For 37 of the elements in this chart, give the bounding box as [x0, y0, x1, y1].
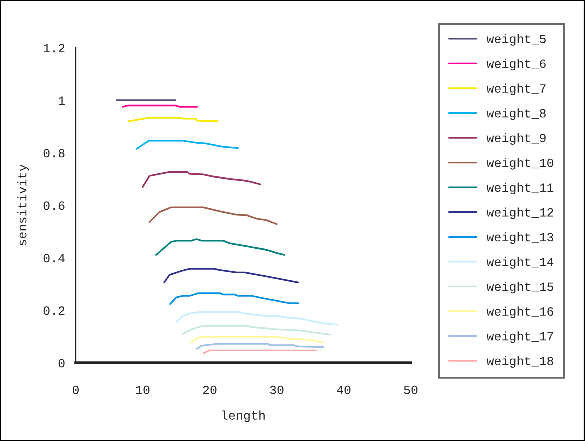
line-series — [182, 325, 332, 336]
line-series — [156, 238, 286, 256]
legend-label: weight_16 — [486, 306, 554, 318]
legend-label: weight_7 — [486, 84, 546, 96]
y-tick-label: 0.4 — [44, 254, 65, 263]
x-axis-title: length — [222, 410, 265, 422]
legend-label: weight_18 — [486, 356, 554, 368]
line-series — [170, 292, 300, 306]
y-tick-label: 1.2 — [44, 44, 65, 53]
x-tick-label: 10 — [136, 386, 150, 394]
legend-label: weight_5 — [486, 34, 546, 46]
legend-label: weight_15 — [486, 282, 554, 294]
legend-label: weight_8 — [486, 108, 546, 120]
y-axis-title: sensitivity — [18, 164, 30, 246]
line-series — [164, 268, 300, 284]
y-tick-label: 1 — [58, 96, 65, 106]
y-tick-label: 0.2 — [44, 306, 65, 316]
legend-label: weight_14 — [486, 257, 554, 269]
line-series — [176, 312, 338, 326]
legend-label: weight_13 — [486, 232, 554, 244]
legend-label: weight_12 — [486, 208, 554, 220]
legend-label: weight_17 — [486, 332, 554, 344]
x-tick-label: 30 — [270, 386, 284, 394]
x-tick-label: 40 — [337, 386, 351, 394]
legend-label: weight_10 — [486, 158, 554, 170]
y-tick-label: 0.8 — [44, 149, 65, 158]
y-tick-label: 0 — [58, 359, 65, 368]
legend-label: weight_9 — [486, 133, 546, 146]
line-series — [136, 140, 239, 150]
y-tick-label: 0.6 — [44, 202, 65, 210]
legend-label: weight_6 — [486, 59, 546, 71]
line-series — [142, 171, 262, 188]
legend-label: weight_11 — [486, 182, 554, 195]
line-series — [148, 206, 278, 226]
x-tick-label: 20 — [203, 386, 217, 394]
x-tick-label: 0 — [73, 386, 79, 394]
x-tick-label: 50 — [404, 386, 418, 394]
